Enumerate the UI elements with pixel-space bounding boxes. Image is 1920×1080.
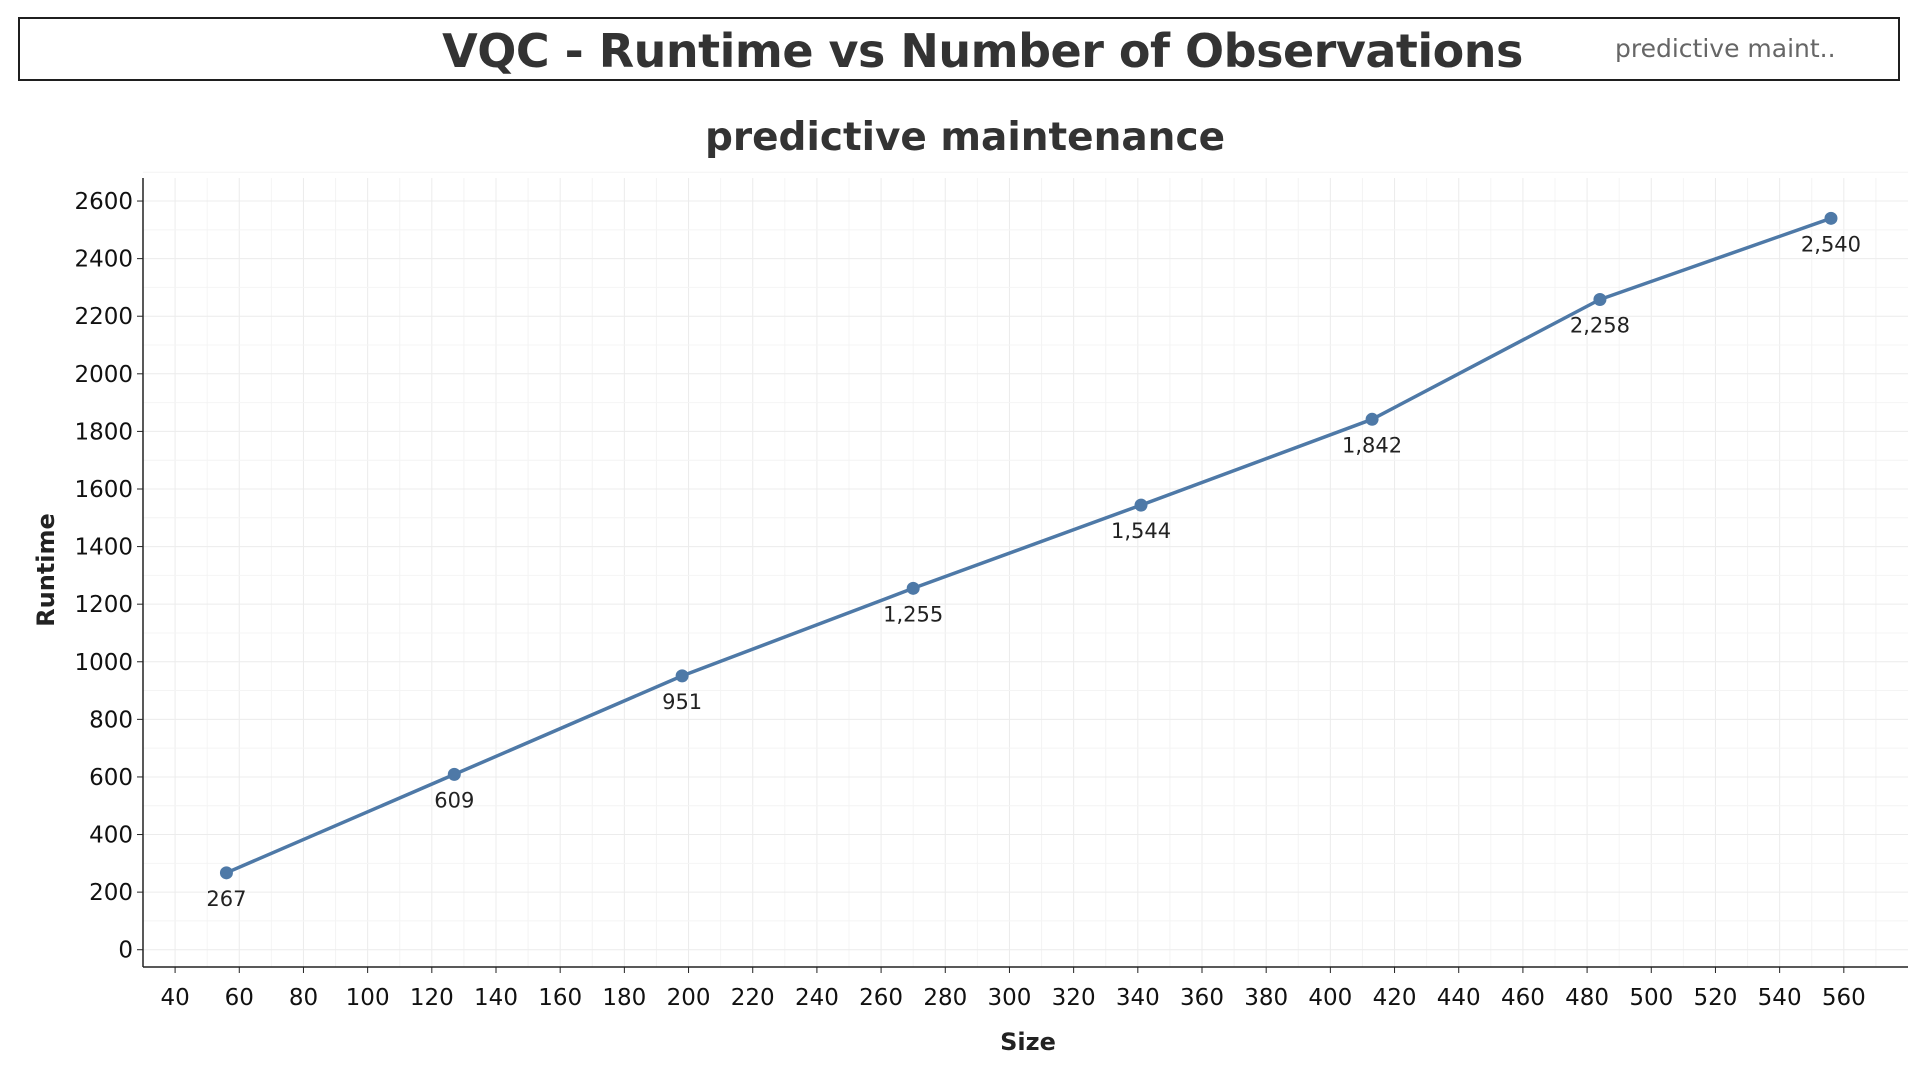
x-tick-label: 440: [1437, 985, 1481, 1011]
x-tick-label: 360: [1180, 985, 1224, 1011]
y-tick-label: 200: [89, 880, 133, 906]
y-tick-label: 2400: [74, 247, 133, 273]
y-tick-label: 2000: [74, 362, 133, 388]
y-tick-label: 800: [89, 707, 133, 733]
x-tick-label: 180: [602, 985, 646, 1011]
x-tick-label: 160: [538, 985, 582, 1011]
x-tick-label: 140: [474, 985, 518, 1011]
y-tick-label: 1600: [74, 477, 133, 503]
data-label: 609: [434, 788, 474, 812]
y-tick-label: 1800: [74, 419, 133, 445]
data-point[interactable]: [1134, 498, 1148, 512]
x-tick-label: 260: [859, 985, 903, 1011]
data-point[interactable]: [1824, 211, 1838, 225]
data-point[interactable]: [219, 866, 233, 880]
y-axis-title: Runtime: [32, 513, 60, 627]
data-label: 267: [206, 887, 246, 911]
y-tick-label: 1200: [74, 592, 133, 618]
data-label: 2,540: [1801, 232, 1861, 256]
x-tick-label: 220: [731, 985, 775, 1011]
x-axis-title: Size: [1000, 1028, 1056, 1056]
grid-lines: [143, 171, 1908, 967]
y-axis-ticks: 0 200 400 600 800 1000 1200 1400 1600 1800 2000 220…: [74, 189, 143, 964]
series: 267 609 951 1,255 1,544 1,842 2,258 2,540: [206, 211, 1861, 911]
data-point[interactable]: [447, 767, 461, 781]
y-tick-label: 2600: [74, 189, 133, 215]
y-tick-label: 2200: [74, 304, 133, 330]
series-line: [224, 216, 1833, 875]
x-tick-label: 80: [289, 985, 318, 1011]
y-tick-label: 400: [89, 823, 133, 849]
x-tick-label: 400: [1308, 985, 1352, 1011]
filter-label[interactable]: predictive maint..: [1615, 34, 1836, 63]
x-tick-label: 380: [1244, 985, 1288, 1011]
data-point[interactable]: [906, 581, 920, 595]
x-tick-label: 480: [1565, 985, 1609, 1011]
x-tick-label: 300: [988, 985, 1032, 1011]
x-tick-label: 120: [410, 985, 454, 1011]
data-point[interactable]: [1593, 293, 1607, 307]
x-tick-label: 420: [1373, 985, 1417, 1011]
y-tick-label: 0: [118, 938, 133, 964]
y-tick-label: 1400: [74, 535, 133, 561]
x-tick-label: 500: [1629, 985, 1673, 1011]
x-tick-label: 200: [667, 985, 711, 1011]
x-tick-label: 320: [1052, 985, 1096, 1011]
data-label: 1,255: [883, 602, 943, 626]
y-tick-label: 600: [89, 765, 133, 791]
dashboard-title: VQC - Runtime vs Number of Observations: [442, 24, 1523, 78]
data-label: 951: [662, 690, 702, 714]
x-tick-label: 240: [795, 985, 839, 1011]
x-tick-label: 40: [160, 985, 189, 1011]
chart-title: predictive maintenance: [705, 115, 1225, 160]
x-tick-label: 340: [1116, 985, 1160, 1011]
data-label: 1,544: [1111, 519, 1171, 543]
data-label: 2,258: [1570, 314, 1630, 338]
axes: [142, 178, 1908, 968]
x-tick-label: 60: [225, 985, 254, 1011]
dashboard-header: VQC - Runtime vs Number of Observations …: [18, 17, 1900, 81]
data-point[interactable]: [675, 669, 689, 683]
x-tick-label: 100: [346, 985, 390, 1011]
data-point[interactable]: [1365, 412, 1379, 426]
x-tick-label: 460: [1501, 985, 1545, 1011]
x-tick-label: 280: [923, 985, 967, 1011]
data-label: 1,842: [1342, 433, 1402, 457]
y-tick-label: 1000: [74, 650, 133, 676]
x-tick-label: 540: [1758, 985, 1802, 1011]
x-axis-ticks: 40 60 80 100 120 140 160 180 200 220 240 260 280 300 3…: [160, 967, 1866, 1011]
x-tick-label: 560: [1822, 985, 1866, 1011]
x-tick-label: 520: [1694, 985, 1738, 1011]
